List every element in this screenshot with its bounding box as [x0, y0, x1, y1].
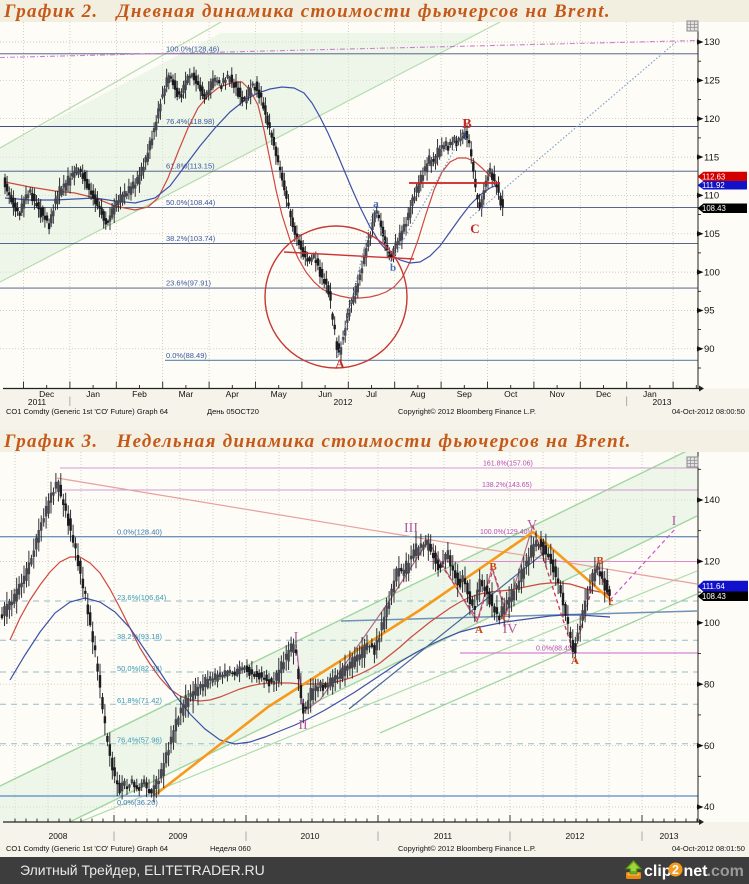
svg-text:60: 60 — [704, 741, 715, 752]
svg-text:Feb: Feb — [132, 389, 147, 399]
svg-text:B: B — [489, 561, 497, 573]
svg-text:140: 140 — [704, 495, 720, 506]
svg-text:I: I — [294, 630, 299, 645]
svg-text:0.0%(88.49): 0.0%(88.49) — [536, 646, 574, 653]
svg-text:c: c — [609, 596, 614, 608]
svg-text:2009: 2009 — [169, 831, 188, 841]
svg-text:130: 130 — [704, 37, 720, 48]
svg-text:108.43: 108.43 — [702, 592, 726, 601]
svg-text:80: 80 — [704, 679, 715, 690]
svg-text:0.0%(88.49): 0.0%(88.49) — [166, 351, 207, 360]
svg-text:B: B — [596, 555, 604, 567]
svg-text:38.2%(103.74): 38.2%(103.74) — [166, 234, 216, 243]
svg-text:II: II — [298, 718, 308, 733]
svg-text:2011: 2011 — [28, 397, 47, 407]
svg-text:B: B — [462, 117, 471, 132]
svg-text:C: C — [470, 221, 479, 236]
svg-text:100: 100 — [704, 618, 720, 629]
svg-text:IV: IV — [503, 622, 518, 637]
svg-text:График 2. Дневная динамика с: График 2. Дневная динамика стоимости фью… — [3, 1, 611, 22]
svg-text:I: I — [672, 514, 677, 529]
svg-text:V: V — [527, 518, 537, 533]
svg-text:Jun: Jun — [318, 389, 332, 399]
svg-text:61.8%(113.15): 61.8%(113.15) — [166, 162, 215, 171]
svg-text:Jul: Jul — [366, 389, 377, 399]
svg-text:0.0%(128.40): 0.0%(128.40) — [117, 528, 163, 537]
svg-text:C: C — [502, 612, 510, 624]
svg-text:May: May — [271, 389, 288, 399]
svg-text:100.0%(128.46): 100.0%(128.46) — [166, 44, 220, 53]
svg-text:Oct: Oct — [504, 389, 518, 399]
svg-text:День 05OCT20: День 05OCT20 — [207, 407, 259, 416]
svg-text:23.6%(106.64): 23.6%(106.64) — [117, 593, 167, 602]
svg-text:Jan: Jan — [86, 389, 100, 399]
svg-text:.com: .com — [707, 863, 744, 880]
svg-text:2013: 2013 — [653, 397, 672, 407]
svg-text:04-Oct-2012 08:00:50: 04-Oct-2012 08:00:50 — [672, 407, 745, 416]
svg-text:110: 110 — [704, 191, 719, 202]
svg-text:A: A — [475, 624, 483, 636]
svg-text:2008: 2008 — [49, 831, 68, 841]
svg-text:c: c — [464, 131, 469, 143]
svg-text:23.6%(97.91): 23.6%(97.91) — [166, 279, 212, 288]
svg-text:76.4%(57.96): 76.4%(57.96) — [117, 736, 163, 745]
svg-text:2013: 2013 — [660, 831, 679, 841]
svg-text:A: A — [571, 655, 579, 667]
svg-text:Jan: Jan — [643, 389, 657, 399]
svg-text:net: net — [684, 863, 709, 880]
svg-text:90: 90 — [704, 344, 715, 355]
svg-text:115: 115 — [704, 152, 719, 163]
svg-text:Dec: Dec — [596, 389, 612, 399]
svg-text:CO1 Comdty (Generic 1st 'CO' F: CO1 Comdty (Generic 1st 'CO' Future) Gra… — [6, 407, 168, 416]
svg-text:0.0%(36.20): 0.0%(36.20) — [117, 798, 158, 807]
svg-text:CO1 Comdty (Generic 1st 'CO' F: CO1 Comdty (Generic 1st 'CO' Future) Gra… — [6, 844, 168, 853]
svg-text:III: III — [404, 521, 418, 536]
svg-text:Copyright© 2012 Bloomberg Fina: Copyright© 2012 Bloomberg Finance L.P. — [398, 844, 536, 853]
svg-text:2012: 2012 — [334, 397, 353, 407]
svg-text:61.8%(71.42): 61.8%(71.42) — [117, 696, 163, 705]
svg-text:Copyright© 2012 Bloomberg Fina: Copyright© 2012 Bloomberg Finance L.P. — [398, 407, 536, 416]
svg-text:100: 100 — [704, 267, 720, 278]
svg-text:2011: 2011 — [434, 831, 453, 841]
svg-text:Sep: Sep — [457, 389, 472, 399]
svg-text:Aug: Aug — [410, 389, 425, 399]
svg-text:Элитный Трейдер, ELITETRADER.R: Элитный Трейдер, ELITETRADER.RU — [20, 862, 265, 878]
svg-text:2: 2 — [672, 863, 679, 877]
svg-text:Apr: Apr — [226, 389, 239, 399]
svg-text:95: 95 — [704, 306, 715, 317]
svg-text:111.64: 111.64 — [702, 582, 725, 591]
svg-text:100.0%(129.40): 100.0%(129.40) — [480, 529, 530, 536]
svg-text:Mar: Mar — [179, 389, 194, 399]
svg-text:2012: 2012 — [566, 831, 585, 841]
svg-text:2010: 2010 — [301, 831, 320, 841]
svg-text:b: b — [390, 262, 396, 274]
svg-text:105: 105 — [704, 229, 720, 240]
svg-text:Dec: Dec — [39, 389, 55, 399]
svg-text:120: 120 — [704, 114, 720, 125]
svg-text:38.2%(93.18): 38.2%(93.18) — [117, 632, 163, 641]
svg-text:112.63: 112.63 — [702, 172, 725, 181]
svg-text:161.8%(157.06): 161.8%(157.06) — [483, 461, 533, 468]
svg-text:108.43: 108.43 — [702, 204, 726, 213]
svg-text:График 3. Недельная динамика: График 3. Недельная динамика стоимости ф… — [3, 431, 632, 452]
svg-text:Nov: Nov — [550, 389, 566, 399]
svg-text:120: 120 — [704, 557, 720, 568]
svg-text:Неделя 060: Неделя 060 — [210, 844, 251, 853]
svg-text:125: 125 — [704, 76, 720, 87]
svg-text:40: 40 — [704, 802, 715, 813]
svg-text:138.2%(143.65): 138.2%(143.65) — [482, 482, 532, 489]
svg-text:a: a — [373, 198, 379, 210]
svg-text:04-Oct-2012 08:01:50: 04-Oct-2012 08:01:50 — [672, 844, 745, 853]
svg-text:50.0%(108.44): 50.0%(108.44) — [166, 198, 216, 207]
svg-text:111.92: 111.92 — [702, 181, 725, 190]
svg-text:clip: clip — [644, 863, 672, 880]
svg-text:A: A — [335, 356, 345, 371]
svg-text:50.0%(82.38): 50.0%(82.38) — [117, 664, 163, 673]
